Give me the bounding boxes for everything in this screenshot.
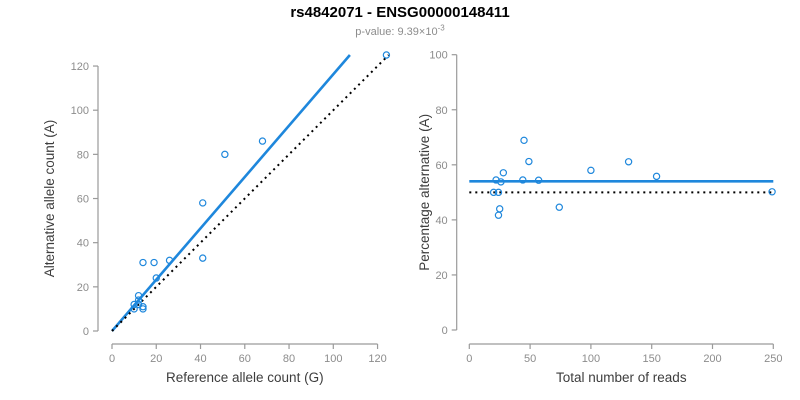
data-point — [152, 274, 160, 282]
x-tick-label: 100 — [582, 353, 600, 365]
data-point — [652, 172, 661, 181]
pvalue-exponent: -3 — [437, 22, 445, 32]
data-point — [139, 303, 147, 311]
data-point — [139, 258, 147, 267]
x-tick-label: 80 — [283, 353, 295, 365]
data-point — [199, 199, 207, 207]
data-point — [624, 158, 633, 166]
y-tick-label: 0 — [83, 326, 89, 338]
pvalue-text: p-value: 9.39×10 — [355, 25, 438, 38]
data-point — [489, 188, 498, 197]
y-tick-label: 40 — [435, 215, 447, 227]
y-tick-label: 60 — [77, 194, 89, 206]
allele-count-scatter-plot: 0 20 40 60 80 100 120 0 20 40 60 80 100 120 Reference … — [42, 51, 391, 385]
data-point — [139, 305, 147, 313]
x-tick-label: 100 — [324, 353, 342, 365]
data-point — [130, 300, 138, 309]
data-point — [495, 205, 504, 213]
y-tick-label: 80 — [435, 105, 447, 117]
x-tick-label: 60 — [239, 353, 251, 365]
data-point — [499, 169, 508, 177]
data-point — [134, 300, 143, 309]
data-point — [587, 166, 595, 175]
y-tick-label: 120 — [71, 61, 89, 73]
data-point — [199, 254, 207, 262]
data-point — [519, 176, 527, 184]
y-tick-label: 20 — [435, 270, 447, 282]
x-axis-label: Total number of reads — [556, 370, 687, 385]
data-point — [494, 211, 503, 219]
y-tick-label: 100 — [429, 50, 447, 62]
x-tick-label: 0 — [109, 353, 115, 365]
figure-header: rs4842071 - ENSG00000148411 p-value: 9.3… — [0, 4, 800, 38]
x-tick-label: 40 — [194, 353, 206, 365]
x-tick-label: 0 — [466, 353, 472, 365]
x-tick-label: 250 — [764, 353, 782, 365]
data-point — [221, 150, 229, 159]
data-point — [520, 136, 528, 145]
x-tick-label: 120 — [368, 353, 386, 365]
y-axis-label: Alternative allele count (A) — [42, 120, 57, 278]
data-point — [134, 291, 143, 300]
fit-line — [111, 54, 351, 332]
data-point — [768, 188, 776, 196]
y-tick-label: 0 — [442, 325, 448, 337]
page-title: rs4842071 - ENSG00000148411 — [290, 4, 510, 21]
y-tick-label: 80 — [77, 149, 89, 161]
y-tick-label: 100 — [71, 105, 89, 117]
x-tick-label: 200 — [703, 353, 721, 365]
data-point — [382, 51, 391, 59]
x-tick-label: 50 — [524, 353, 536, 365]
data-point — [494, 188, 503, 197]
y-tick-label: 20 — [77, 282, 89, 294]
data-point — [534, 176, 543, 184]
data-point — [258, 137, 267, 145]
data-point — [130, 305, 138, 313]
data-point — [525, 157, 533, 166]
x-tick-label: 150 — [643, 353, 661, 365]
data-point — [497, 178, 505, 186]
data-point — [492, 176, 500, 184]
y-tick-label: 60 — [435, 160, 447, 172]
data-point — [165, 256, 174, 265]
percentage-reads-scatter-plot: 0 20 40 60 80 100 0 50 100 150 200 250 Total number … — [417, 50, 782, 385]
pvalue-subtitle: p-value: 9.39×10-3 — [0, 22, 800, 38]
data-point — [555, 203, 563, 211]
data-point — [150, 258, 158, 267]
x-tick-label: 20 — [150, 353, 162, 365]
y-axis-label: Percentage alternative (A) — [417, 114, 432, 271]
data-point — [134, 296, 143, 304]
x-axis-label: Reference allele count (G) — [166, 370, 324, 385]
y-tick-label: 40 — [77, 238, 89, 250]
identity-line — [111, 54, 390, 332]
